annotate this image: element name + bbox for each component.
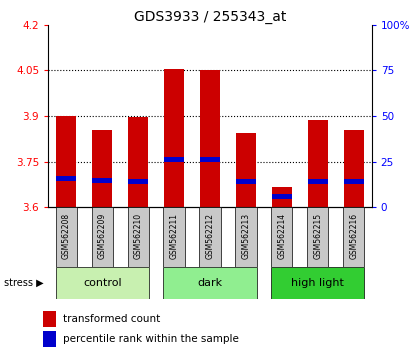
Bar [307, 207, 328, 267]
Bar [56, 176, 76, 181]
Text: GSM562213: GSM562213 [241, 213, 250, 259]
Bar [128, 207, 149, 267]
Bar [56, 116, 76, 207]
Text: GSM562214: GSM562214 [277, 213, 286, 259]
Bar [308, 120, 328, 207]
Bar [343, 207, 364, 267]
Bar [271, 207, 292, 267]
Bar [92, 178, 112, 183]
Bar [344, 179, 364, 184]
Text: GSM562211: GSM562211 [170, 213, 178, 259]
Text: percentile rank within the sample: percentile rank within the sample [63, 335, 239, 344]
Text: GSM562216: GSM562216 [349, 213, 358, 259]
Bar [200, 157, 220, 162]
Text: GSM562210: GSM562210 [134, 213, 143, 259]
Bar [236, 133, 256, 207]
Bar [344, 130, 364, 207]
Bar [92, 207, 113, 267]
Bar [308, 179, 328, 184]
Text: control: control [83, 278, 121, 288]
Bar [271, 267, 364, 299]
Bar [200, 207, 221, 267]
Text: GSM562212: GSM562212 [205, 213, 215, 259]
Bar [164, 69, 184, 207]
Bar [43, 311, 56, 327]
Bar [92, 130, 112, 207]
Text: stress ▶: stress ▶ [4, 278, 44, 288]
Bar [200, 70, 220, 207]
Bar [56, 267, 149, 299]
Bar [128, 118, 148, 207]
Text: GSM562208: GSM562208 [62, 213, 71, 259]
Bar [164, 157, 184, 162]
Bar [128, 179, 148, 184]
Bar [56, 207, 77, 267]
Bar [236, 179, 256, 184]
Bar [163, 207, 185, 267]
Text: transformed count: transformed count [63, 314, 160, 324]
Bar [235, 207, 257, 267]
Bar [163, 267, 257, 299]
Title: GDS3933 / 255343_at: GDS3933 / 255343_at [134, 10, 286, 24]
Bar [272, 187, 292, 207]
Text: GSM562209: GSM562209 [98, 213, 107, 259]
Text: high light: high light [291, 278, 344, 288]
Text: GSM562215: GSM562215 [313, 213, 322, 259]
Text: dark: dark [197, 278, 223, 288]
Bar [43, 331, 56, 348]
Bar [272, 194, 292, 200]
